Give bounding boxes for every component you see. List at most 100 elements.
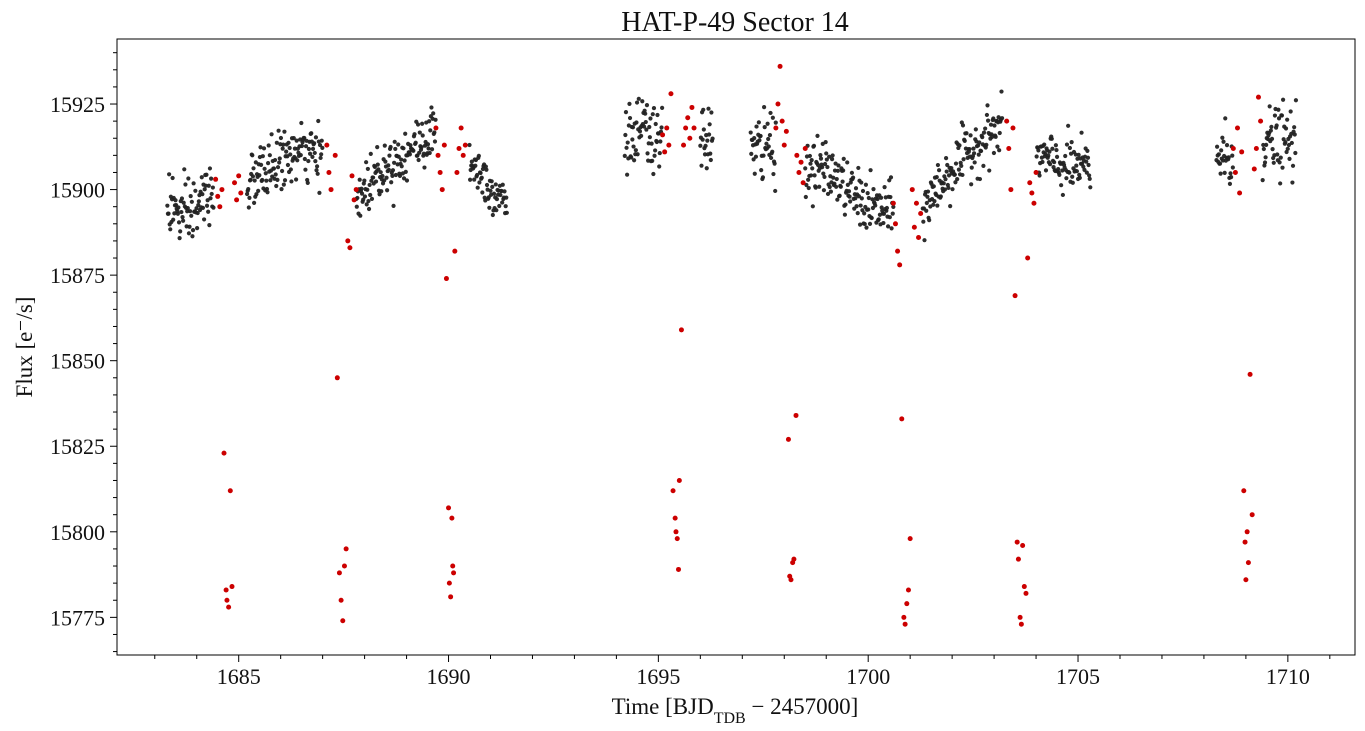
flux-point (417, 130, 422, 135)
chart-title: HAT-P-49 Sector 14 (621, 7, 849, 38)
flux-point (630, 137, 635, 142)
flux-point (967, 147, 972, 152)
flux-point (399, 157, 404, 162)
flux-point (803, 194, 808, 200)
flux-point (831, 175, 836, 180)
transit-flux-point (232, 180, 238, 186)
flux-point (992, 123, 997, 128)
flux-point (887, 215, 892, 220)
transit-flux-point (779, 118, 785, 124)
transit-flux-point (800, 180, 806, 186)
flux-point (987, 168, 992, 173)
transit-flux-point (227, 488, 233, 494)
flux-point (946, 185, 951, 190)
flux-point (1292, 132, 1297, 137)
flux-point (431, 111, 436, 116)
flux-point (500, 200, 505, 205)
transit-flux-point (1033, 169, 1039, 175)
flux-point (371, 175, 376, 180)
flux-point (981, 163, 986, 168)
flux-point (427, 119, 432, 124)
flux-point (754, 124, 759, 129)
flux-point (770, 149, 775, 154)
flux-point (627, 101, 632, 106)
flux-point (825, 191, 831, 197)
y-tick-label: 15825 (50, 434, 105, 459)
flux-point (837, 193, 842, 198)
flux-point (1224, 143, 1230, 148)
flux-point (276, 128, 281, 133)
flux-point (645, 151, 650, 156)
flux-point (988, 122, 994, 127)
flux-point (871, 187, 876, 192)
transit-flux-point (781, 142, 787, 148)
flux-point (706, 132, 712, 137)
flux-point (804, 182, 809, 188)
transit-flux-point (449, 515, 455, 521)
transit-flux-point (902, 621, 908, 627)
transit-flux-point (683, 125, 689, 131)
flux-point (316, 118, 321, 124)
flux-point (272, 157, 278, 163)
flux-point (634, 100, 640, 105)
flux-point (858, 203, 863, 208)
transit-flux-point (1027, 180, 1033, 186)
flux-point (976, 152, 981, 157)
flux-point (180, 215, 185, 220)
transit-flux-point (1258, 118, 1264, 124)
flux-point (312, 141, 317, 146)
transit-flux-point (215, 193, 221, 199)
flux-point (250, 153, 255, 158)
flux-point (1054, 154, 1060, 159)
transit-flux-point (456, 146, 462, 152)
flux-point (402, 158, 407, 163)
flux-point (924, 200, 929, 206)
transit-flux-point (674, 536, 680, 542)
transit-flux-point (685, 115, 691, 121)
flux-point (372, 164, 377, 170)
flux-point (367, 182, 372, 188)
flux-point (828, 189, 834, 194)
flux-point (390, 173, 395, 178)
flux-point (762, 124, 767, 130)
transit-flux-point (343, 546, 349, 552)
flux-point (770, 115, 775, 120)
flux-point (973, 127, 978, 132)
flux-point (924, 208, 929, 213)
flux-point (285, 162, 291, 168)
transit-flux-point (794, 152, 800, 158)
flux-point (1261, 146, 1266, 152)
flux-point (413, 140, 418, 145)
flux-point (379, 189, 384, 194)
flux-point (207, 166, 213, 171)
flux-point (1280, 97, 1286, 102)
flux-point (303, 167, 308, 172)
flux-point (710, 136, 715, 141)
flux-point (647, 124, 652, 130)
transit-flux-point (1020, 542, 1026, 548)
flux-point (1067, 170, 1072, 175)
transit-flux-point (916, 234, 922, 240)
flux-point (652, 153, 657, 158)
flux-point (960, 172, 965, 178)
transit-flux-point (670, 488, 676, 494)
flux-point (1059, 183, 1064, 188)
flux-point (317, 190, 322, 195)
y-tick-label: 15925 (50, 92, 105, 117)
flux-point (878, 195, 884, 200)
flux-point (955, 177, 960, 182)
flux-point (769, 155, 774, 161)
flux-point (503, 204, 508, 209)
flux-point (1220, 135, 1225, 140)
flux-point (420, 133, 425, 138)
transit-flux-point (433, 125, 439, 131)
flux-point (196, 199, 201, 204)
flux-point (1088, 185, 1093, 190)
flux-point (183, 182, 188, 187)
flux-point (971, 151, 977, 156)
flux-point (643, 111, 648, 116)
flux-point (186, 231, 192, 236)
flux-point (426, 146, 431, 151)
